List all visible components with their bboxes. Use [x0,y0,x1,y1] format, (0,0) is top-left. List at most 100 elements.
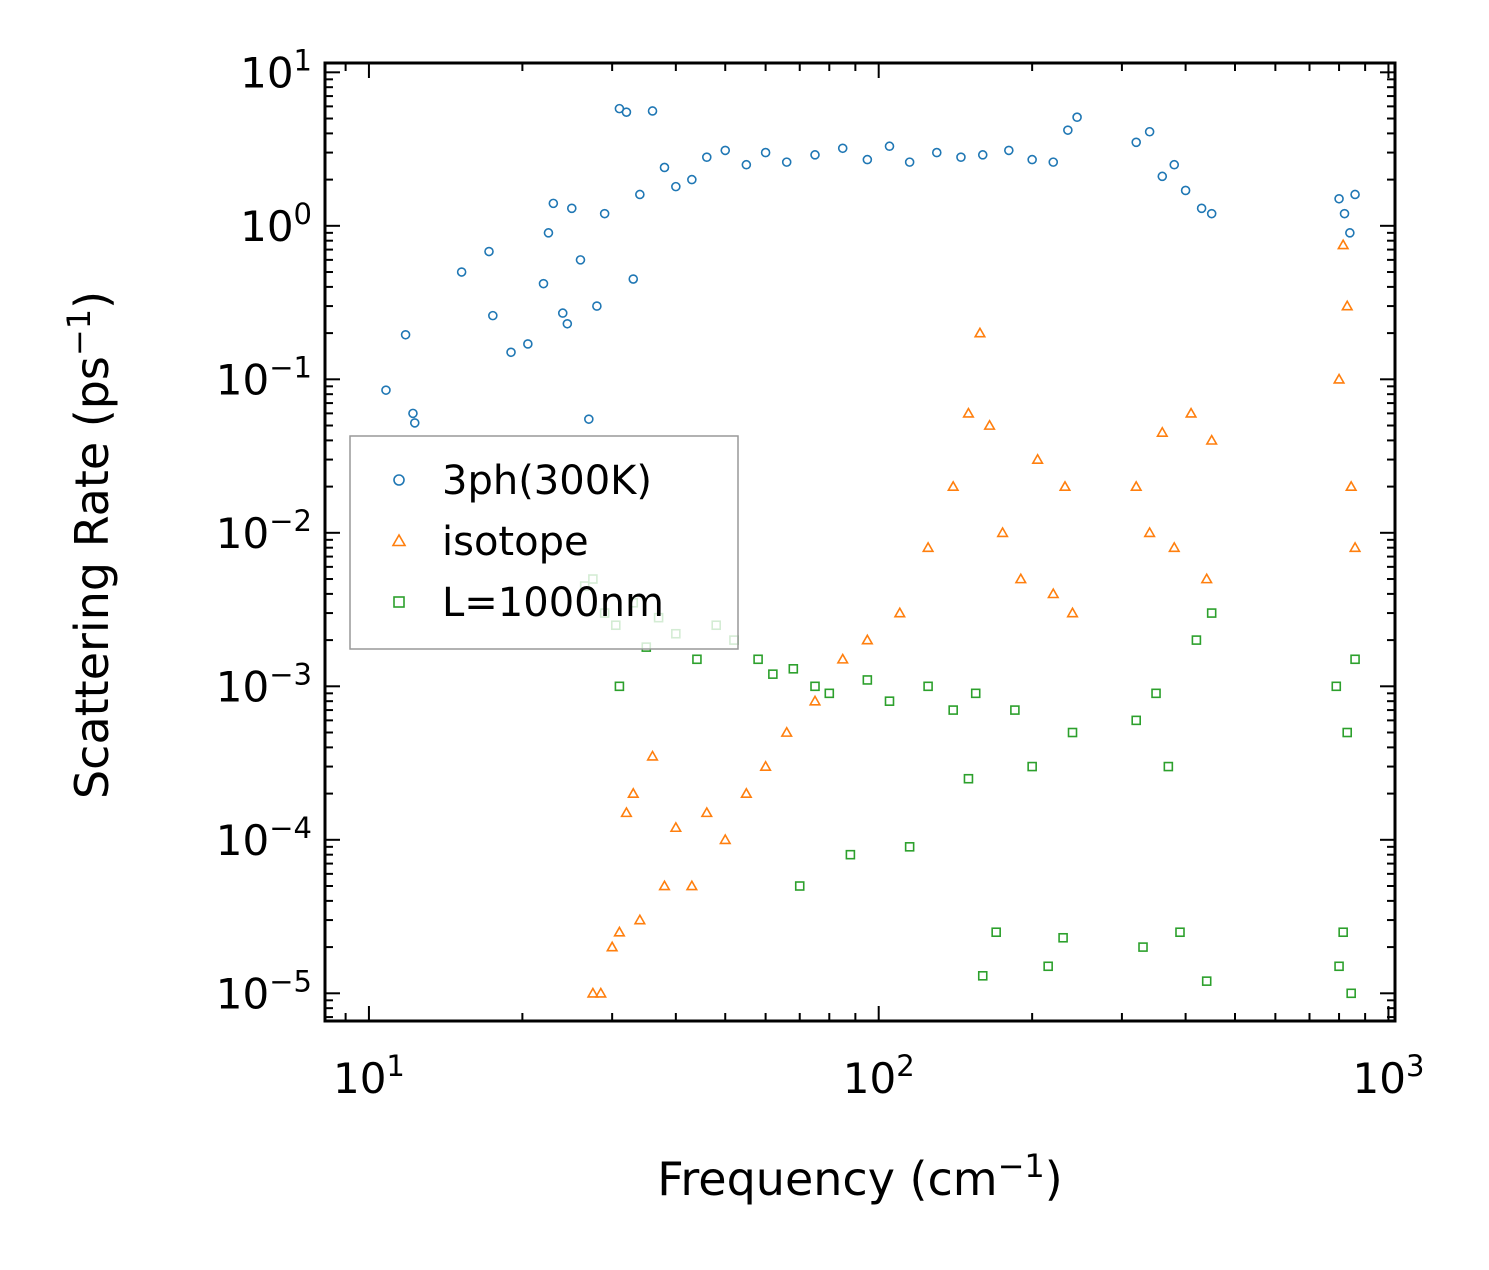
data-point-triangle [808,694,822,706]
data-point-triangle [1156,426,1169,437]
data-point-square [1206,608,1217,618]
data-point-square [1027,761,1037,772]
data-point-circle [1063,125,1073,135]
data-point-circle [1350,189,1360,200]
data-point-square [810,681,820,692]
data-point-triangle [1143,526,1156,538]
data-point-circle [720,145,731,156]
data-point-triangle [1014,572,1027,584]
data-point-square [788,664,799,674]
axis-ticks: 101 102 103 101 100 10−1 10−2 10−3 10−4 10−5 [216,43,1425,1103]
data-point-square [904,842,915,852]
data-point-circle [1206,208,1217,219]
data-point-square [1331,681,1342,692]
data-point-circle [1027,154,1037,165]
legend-box [349,435,739,650]
data-point-circle [575,255,586,265]
data-point-circle [484,246,494,257]
data-point-circle [837,143,848,154]
y-axis-label: Scattering Rate (ps−1) [60,291,119,799]
data-point-circle [1345,228,1355,238]
data-point-circle [488,310,498,321]
data-point-circle [628,274,639,284]
data-point-triangle [836,652,849,664]
data-point-circle [931,147,942,158]
data-point-circle [659,162,670,173]
data-point-square [1338,927,1348,938]
data-point-triangle [620,806,633,818]
data-point-circle [523,339,533,349]
data-point-square [862,675,873,685]
data-point-triangle [1332,372,1346,384]
data-point-square [1058,932,1068,943]
data-point-triangle [613,925,626,937]
data-point-square [1067,727,1078,738]
data-point-circle [584,414,594,424]
data-point-square [1334,961,1344,972]
data-point-square [1201,976,1212,986]
x-tick-label: 102 [843,1049,915,1103]
data-point-square [845,849,856,860]
data-point-circle [1157,171,1168,182]
data-point-triangle [996,526,1009,538]
data-point-triangle [921,541,935,553]
plot-frame [323,61,1397,1023]
data-point-circle [1072,112,1082,123]
data-point-square [963,773,974,784]
data-point-circle [904,157,915,167]
data-point-circle [621,107,632,117]
data-point-square [1346,988,1356,999]
data-point-square [1138,942,1148,952]
legend-marker-square [393,596,405,608]
data-point-triangle [1200,572,1213,584]
data-point-circle [1131,137,1142,148]
data-point-square [977,971,988,981]
data-point-square [614,681,625,692]
x-tick-label: 101 [333,1049,405,1103]
data-point-circle [381,385,391,395]
data-point-triangle [1031,453,1044,464]
y-tick-label: 10−3 [216,657,312,711]
data-point-triangle [1336,238,1350,250]
legend-label: L=1000nm [442,580,664,626]
data-point-circle [409,418,420,428]
data-point-triangle [1184,406,1198,418]
data-point-triangle [594,986,607,998]
data-point-square [991,927,1001,938]
series-1 [586,238,1362,998]
y-tick-label: 100 [240,197,312,251]
data-point-triangle [700,806,713,818]
data-point-circle [647,106,658,116]
data-point-triangle [1341,299,1354,311]
data-point-triangle [1066,606,1079,618]
data-point-square [794,881,805,891]
data-point-square [1043,961,1053,972]
data-point-triangle [1168,541,1181,553]
data-point-circle [781,157,792,167]
data-point-triangle [1130,480,1143,492]
data-point-circle [687,174,697,185]
data-point-triangle [780,726,793,737]
data-point-square [753,654,763,665]
data-point-circle [456,267,467,277]
data-point-circle [810,150,820,160]
x-axis-label: Frequency (cm−1) [657,1147,1062,1206]
data-point-square [1010,705,1020,715]
data-point-square [923,681,933,692]
data-point-circle [408,408,418,419]
data-point-triangle [646,749,659,761]
data-point-triangle [759,760,772,771]
data-point-triangle [633,913,647,925]
data-point-circle [548,198,559,209]
data-point-circle [977,150,988,160]
data-point-circle [1339,208,1350,219]
data-point-square [1131,715,1142,726]
data-point-square [824,688,835,699]
data-point-triangle [962,406,975,418]
data-point-circle [506,347,516,358]
data-point-triangle [1205,433,1218,445]
data-point-circle [1144,126,1155,137]
data-point-triangle [1344,480,1358,492]
data-point-square [1191,635,1202,645]
